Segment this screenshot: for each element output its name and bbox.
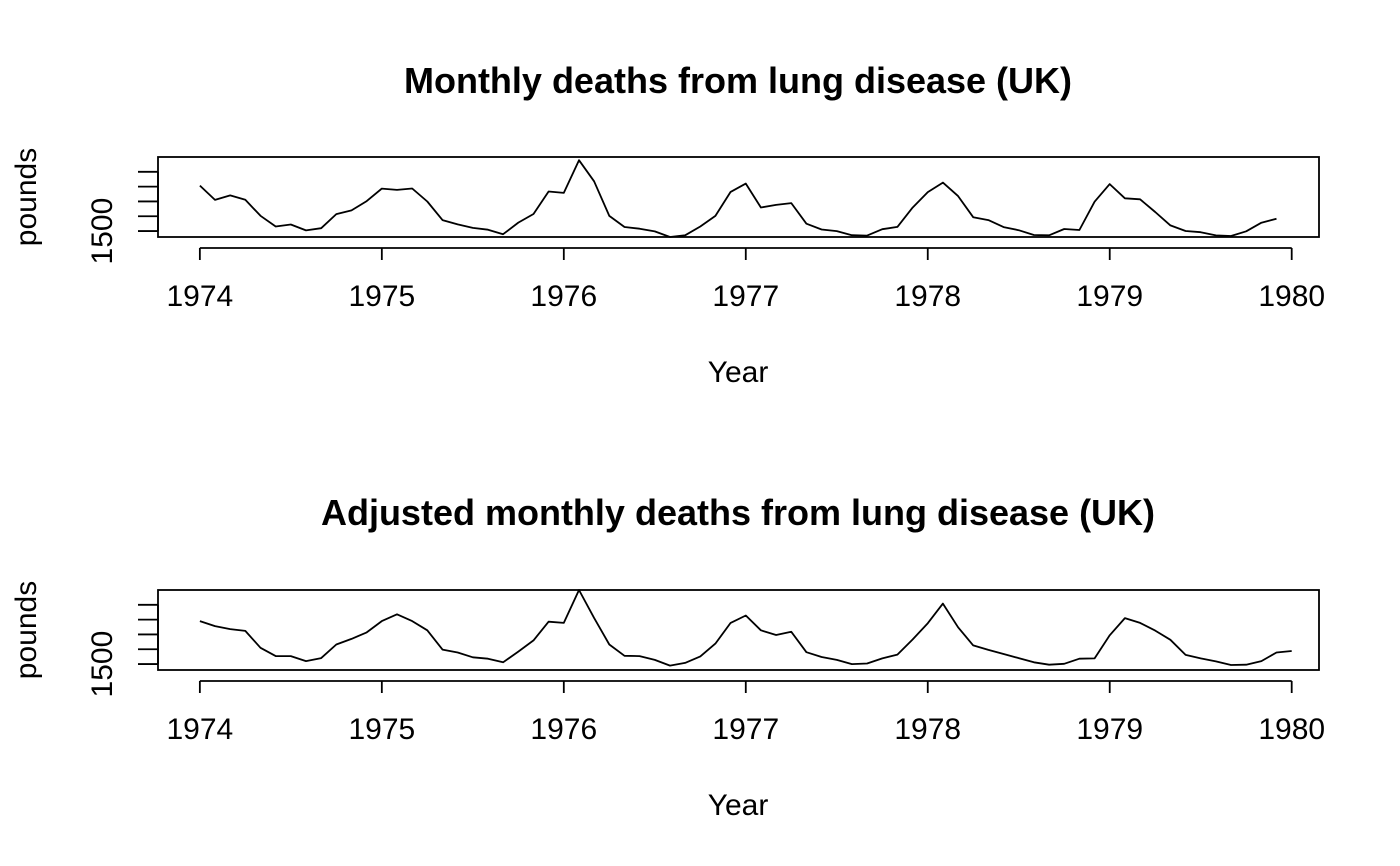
y-axis-label: pounds: [10, 148, 43, 246]
x-tick-label: 1978: [894, 280, 961, 313]
y-axis-label: pounds: [10, 581, 43, 679]
x-tick-label: 1977: [712, 713, 779, 746]
x-axis: 1974 1975 1976 1977 1978 1979 1980: [166, 680, 1325, 746]
x-axis: 1974 1975 1976 1977 1978 1979 1980: [166, 247, 1325, 313]
x-tick-label: 1977: [712, 280, 779, 313]
plot-area-box: [157, 156, 1320, 238]
series-line: [199, 159, 1277, 238]
x-axis-label: Year: [708, 789, 769, 822]
x-tick-label: 1980: [1258, 280, 1325, 313]
x-axis-label: Year: [708, 356, 769, 389]
x-tick-label: 1979: [1076, 713, 1143, 746]
x-tick-label: 1975: [348, 713, 415, 746]
data-series: [199, 589, 1292, 667]
panel-2: Adjusted monthly deaths from lung diseas…: [10, 492, 1325, 822]
chart-title: Adjusted monthly deaths from lung diseas…: [321, 492, 1155, 533]
x-tick-label: 1974: [166, 713, 233, 746]
y-axis: 1500: [86, 170, 159, 265]
y-tick-label: 1500: [86, 631, 119, 698]
x-tick-label: 1980: [1258, 713, 1325, 746]
y-axis: 1500: [86, 603, 159, 698]
panel-1: Monthly deaths from lung disease (UK) 19…: [10, 60, 1325, 389]
x-tick-label: 1974: [166, 280, 233, 313]
x-tick-label: 1975: [348, 280, 415, 313]
x-tick-label: 1979: [1076, 280, 1143, 313]
x-tick-label: 1976: [530, 280, 597, 313]
x-tick-label: 1976: [530, 713, 597, 746]
series-line: [199, 589, 1292, 667]
data-series: [199, 159, 1277, 238]
chart-title: Monthly deaths from lung disease (UK): [404, 60, 1072, 101]
x-tick-label: 1978: [894, 713, 961, 746]
plot-area-box: [157, 589, 1320, 671]
y-tick-label: 1500: [86, 198, 119, 265]
